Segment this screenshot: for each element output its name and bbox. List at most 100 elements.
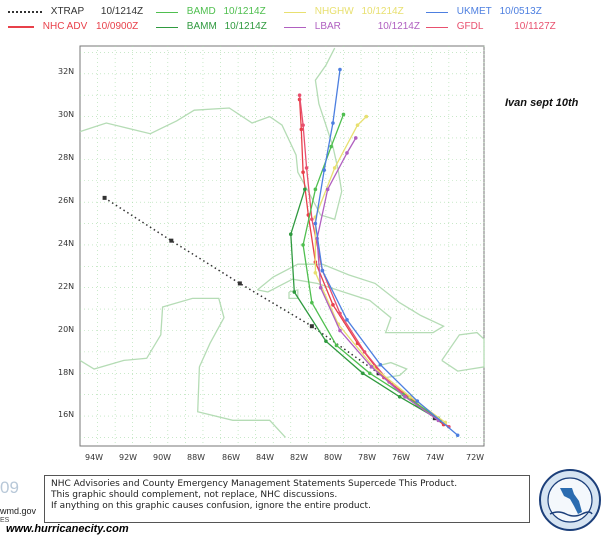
- disclaimer-box: NHC Advisories and County Emergency Mana…: [44, 475, 530, 523]
- legend-nhc-adv: NHC ADV 10/0900Z: [8, 21, 138, 33]
- track-point-xtrap: [237, 281, 242, 286]
- track-point-ukmet: [331, 121, 335, 125]
- track-point-nhc-adv: [331, 303, 335, 307]
- track-point-lbar: [325, 187, 330, 192]
- track-point-nhghw: [313, 270, 318, 275]
- track-point-ukmet: [320, 268, 325, 273]
- legend-swatch: [284, 11, 306, 13]
- track-point-bamd: [329, 144, 333, 149]
- lat-label: 18N: [58, 368, 75, 377]
- lon-label: 84W: [256, 453, 275, 462]
- legend-ukmet: UKMET 10/0513Z: [426, 6, 542, 18]
- legend-gfdl: GFDL 10/1127Z: [426, 21, 556, 33]
- legend-time: 10/1214Z: [100, 6, 144, 17]
- legend-time: 10/0900Z: [96, 21, 139, 32]
- track-point-nhghw: [355, 123, 360, 127]
- track-point-ukmet: [455, 433, 460, 438]
- legend-swatch: [426, 11, 448, 13]
- legend-time: 10/1214Z: [224, 21, 267, 32]
- lon-label: 80W: [324, 453, 343, 462]
- lon-label: 78W: [358, 453, 377, 462]
- map-frame: [79, 45, 485, 447]
- track-point-lbar: [338, 328, 342, 333]
- track-point-gfdl: [297, 93, 302, 97]
- track-point-ukmet: [313, 221, 318, 226]
- cropped-es-text: ES: [0, 517, 10, 524]
- track-point-ukmet: [378, 362, 383, 367]
- legend-swatch: [8, 26, 34, 28]
- track-point-xtrap: [309, 324, 314, 329]
- lon-label: 76W: [392, 453, 411, 462]
- legend-model: GFDL: [456, 21, 484, 32]
- track-point-bamm: [324, 339, 328, 343]
- legend-time: 10/1127Z: [514, 21, 556, 32]
- legend-xtrap: XTRAP 10/1214Z: [8, 6, 143, 18]
- cropped-url-text: wmd.gov: [0, 506, 37, 516]
- legend-swatch: [156, 26, 178, 28]
- track-point-xtrap: [169, 238, 174, 243]
- track-point-ukmet: [322, 168, 326, 172]
- legend-swatch: [8, 11, 42, 13]
- district-seal-icon: [539, 469, 601, 531]
- track-point-bamd: [341, 112, 346, 117]
- cropped-version-text: 09: [0, 478, 19, 497]
- legend-swatch: [156, 11, 178, 13]
- lon-label: 86W: [222, 453, 241, 462]
- yucatan-coast: [79, 297, 286, 438]
- site-url: www.hurricanecity.com: [6, 523, 129, 535]
- track-point-lbar: [345, 151, 349, 155]
- track-point-gfdl: [301, 123, 305, 127]
- lat-label: 22N: [58, 282, 75, 291]
- lat-label: 20N: [58, 325, 75, 334]
- legend-time: 10/1214Z: [377, 21, 420, 32]
- track-point-bamm: [303, 187, 307, 192]
- track-point-lbar: [353, 136, 358, 140]
- track-point-nhc-adv: [301, 170, 305, 175]
- lon-label: 74W: [426, 453, 445, 462]
- lat-label: 16N: [58, 410, 75, 419]
- track-point-bamm: [288, 232, 293, 237]
- track-point-bamd: [310, 300, 314, 305]
- lat-label: 30N: [58, 110, 75, 119]
- track-point-bamm: [361, 371, 365, 376]
- lat-label: 26N: [58, 196, 75, 205]
- track-point-bamd: [301, 243, 305, 247]
- track-point-lbar: [403, 395, 407, 399]
- legend-time: 10/1214Z: [223, 6, 266, 17]
- lon-label: 88W: [187, 453, 206, 462]
- legend-model: UKMET: [456, 6, 492, 17]
- track-point-gfdl: [304, 166, 309, 170]
- legend-nhghw: NHGHW 10/1214Z: [284, 6, 404, 18]
- legend-model: BAMD: [186, 6, 216, 17]
- cuba-coast: [256, 263, 445, 334]
- lat-label: 28N: [58, 153, 75, 162]
- track-point-bamd: [313, 187, 318, 192]
- lon-label: 72W: [466, 453, 485, 462]
- track-point-gfdl: [310, 217, 314, 222]
- track-point-ukmet: [345, 317, 349, 322]
- legend-model: XTRAP: [50, 6, 85, 17]
- grid-layer: [80, 46, 485, 446]
- legend-swatch: [426, 26, 448, 28]
- track-point-ukmet: [338, 67, 342, 72]
- track-point-gfdl: [338, 311, 342, 316]
- us-gulf-coast: [79, 47, 343, 221]
- track-point-nhghw: [332, 166, 337, 170]
- track-point-xtrap: [102, 195, 107, 200]
- lat-label: 32N: [58, 67, 75, 76]
- legend-model: LBAR: [314, 21, 341, 32]
- track-point-bamd: [334, 343, 339, 348]
- track-point-ukmet: [415, 399, 420, 403]
- legend-model: BAMM: [186, 21, 217, 32]
- legend-bamd: BAMD 10/1214Z: [156, 6, 266, 18]
- legend-time: 10/0513Z: [499, 6, 542, 17]
- lon-label: 82W: [290, 453, 309, 462]
- legend-swatch: [284, 26, 306, 28]
- track-point-bamm: [292, 290, 297, 294]
- legend-bamm: BAMM 10/1214Z: [156, 21, 267, 33]
- lon-label: 94W: [85, 453, 104, 462]
- lon-label: 90W: [153, 453, 172, 462]
- track-point-bamm: [397, 395, 402, 399]
